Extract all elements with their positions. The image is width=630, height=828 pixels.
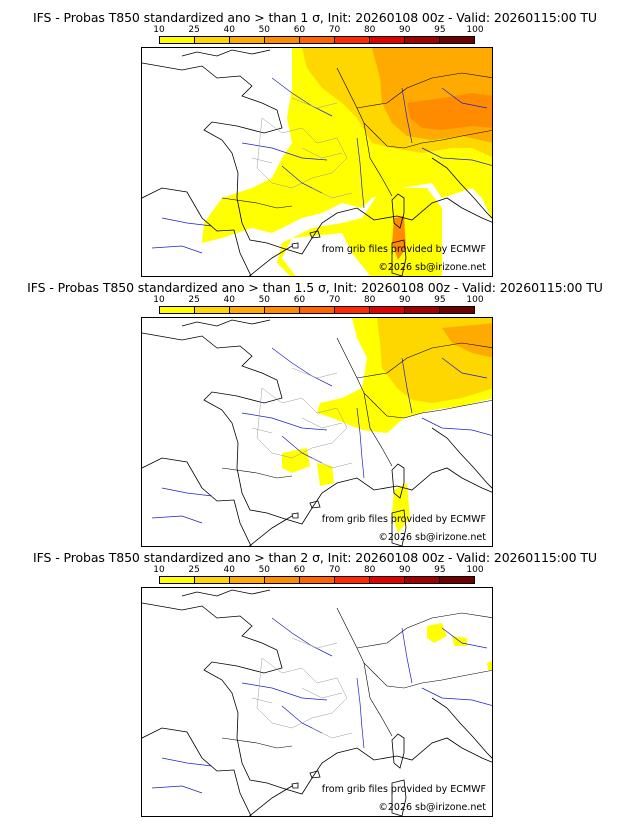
tick-label: 100 [466,565,484,575]
colorbar-swatch [230,307,265,313]
copyright-credit: ©2026 sb@irizone.net [378,802,486,813]
colorbar-swatch [370,37,405,43]
tick-label: 60 [293,565,306,575]
colorbar-swatch [300,577,335,583]
colorbar [159,306,475,314]
colorbar-swatch [370,577,405,583]
colorbar-swatch [440,307,474,313]
tick-label: 10 [153,25,165,35]
colorbar-swatch [265,307,300,313]
source-credit: from grib files provided by ECMWF [321,784,486,795]
colorbar-swatch [405,577,440,583]
tick-label: 80 [363,565,376,575]
tick-label: 70 [328,295,341,305]
colorbar-swatch [440,577,474,583]
colorbar-swatch [405,307,440,313]
colorbar [159,36,475,44]
tick-label: 95 [434,565,446,575]
source-credit: from grib files provided by ECMWF [321,244,486,255]
tick-label: 90 [399,565,411,575]
colorbar-swatch [440,37,474,43]
tick-label: 50 [258,25,271,35]
tick-label: 40 [223,295,235,305]
colorbar-ticks: 10 25 40 50 60 70 80 90 95 100 [153,25,483,35]
tick-label: 40 [223,565,235,575]
tick-label: 60 [293,295,306,305]
panel-title: IFS - Probas T850 standardized ano > tha… [33,10,597,25]
tick-label: 25 [188,25,200,35]
prob-area-10 [427,623,447,643]
map-svg [142,589,492,816]
colorbar-swatch [195,37,230,43]
map-panel-1: IFS - Probas T850 standardized ano > tha… [0,0,630,277]
panel-title: IFS - Probas T850 standardized ano > tha… [33,550,597,565]
prob-area-10-corsica [392,483,410,533]
prob-area-10-c [487,660,492,670]
tick-label: 80 [363,25,376,35]
colorbar-swatch [265,577,300,583]
colorbar [159,576,475,584]
tick-label: 100 [466,25,484,35]
tick-label: 10 [153,295,165,305]
colorbar-swatch [230,37,265,43]
tick-label: 50 [258,295,271,305]
colorbar-ticks: 10 25 40 50 60 70 80 90 95 100 [153,295,483,305]
colorbar-swatch [195,307,230,313]
panel-title: IFS - Probas T850 standardized ano > tha… [27,280,603,295]
tick-label: 90 [399,295,411,305]
tick-label: 100 [466,295,484,305]
tick-label: 90 [399,25,411,35]
colorbar-swatch [300,307,335,313]
copyright-credit: ©2026 sb@irizone.net [378,532,486,543]
probability-map: from grib files provided by ECMWF ©2026 … [141,47,493,277]
colorbar-swatch [335,307,370,313]
tick-label: 80 [363,295,376,305]
prob-area-10-s [317,463,334,486]
tick-label: 70 [328,25,341,35]
prob-area-10-sw [282,448,310,473]
tick-label: 60 [293,25,306,35]
colorbar-swatch [195,577,230,583]
colorbar-swatch [405,37,440,43]
map-svg [142,318,492,546]
probability-map: from grib files provided by ECMWF ©2026 … [141,317,493,547]
tick-label: 25 [188,295,200,305]
probability-map: from grib files provided by ECMWF ©2026 … [141,587,493,817]
map-panel-2: IFS - Probas T850 standardized ano > tha… [0,270,630,547]
copyright-credit: ©2026 sb@irizone.net [378,262,486,273]
colorbar-swatch [160,577,195,583]
tick-label: 50 [258,565,271,575]
colorbar-swatch [265,37,300,43]
prob-area-50-corsica [392,216,406,260]
colorbar-swatch [230,577,265,583]
colorbar-swatch [300,37,335,43]
colorbar-swatch [370,307,405,313]
source-credit: from grib files provided by ECMWF [321,514,486,525]
colorbar-swatch [160,307,195,313]
map-panel-3: IFS - Probas T850 standardized ano > tha… [0,540,630,817]
prob-area-40 [442,323,492,358]
tick-label: 10 [153,565,165,575]
tick-label: 25 [188,565,200,575]
map-svg [142,48,492,276]
tick-label: 70 [328,565,341,575]
prob-area-50 [407,93,492,130]
colorbar-swatch [335,37,370,43]
colorbar-ticks: 10 25 40 50 60 70 80 90 95 100 [153,565,483,575]
tick-label: 95 [434,295,446,305]
tick-label: 95 [434,25,446,35]
colorbar-swatch [160,37,195,43]
tick-label: 40 [223,25,235,35]
colorbar-swatch [335,577,370,583]
